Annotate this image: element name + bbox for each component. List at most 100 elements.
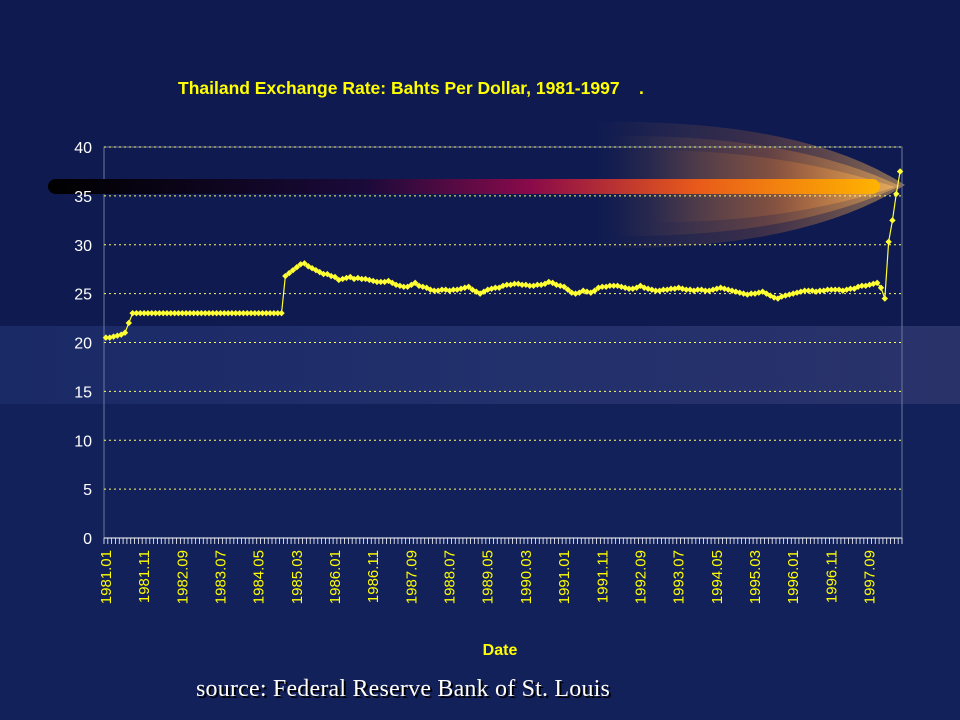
data-point	[228, 309, 236, 317]
data-point	[663, 286, 671, 293]
data-point	[767, 292, 774, 299]
data-point	[102, 334, 110, 341]
data-point	[232, 309, 239, 317]
data-point	[847, 285, 854, 292]
data-point	[755, 289, 763, 296]
y-tick-label: 35	[74, 189, 92, 206]
data-point	[557, 282, 564, 290]
data-point	[713, 285, 721, 292]
data-point	[156, 309, 163, 317]
data-point	[137, 309, 144, 317]
data-point	[621, 284, 629, 291]
data-point	[140, 309, 148, 317]
data-point	[411, 279, 419, 287]
data-point	[270, 309, 278, 317]
data-point	[194, 309, 201, 317]
data-point	[171, 309, 178, 317]
data-point	[431, 287, 438, 294]
data-point	[866, 281, 873, 289]
data-point	[450, 286, 457, 293]
data-point	[205, 309, 213, 317]
data-point	[805, 287, 812, 294]
data-point	[377, 278, 385, 286]
data-point	[179, 309, 186, 317]
data-point	[213, 309, 220, 317]
x-tick-label: 1992.09	[632, 550, 649, 604]
data-point	[614, 282, 621, 290]
data-point	[694, 286, 701, 293]
comet-beam	[48, 179, 880, 194]
x-tick-label: 1985.03	[289, 550, 306, 604]
data-point	[671, 285, 679, 292]
data-point	[144, 309, 152, 317]
data-point	[812, 288, 820, 295]
data-point	[797, 288, 805, 295]
data-point	[167, 309, 175, 317]
data-point	[301, 260, 308, 267]
data-point	[637, 282, 644, 290]
data-point	[438, 286, 446, 293]
data-point	[763, 290, 770, 297]
data-point	[240, 309, 247, 317]
data-point	[606, 282, 614, 290]
x-tick-label: 1995.03	[747, 550, 764, 604]
data-point	[702, 287, 709, 294]
data-point	[358, 275, 365, 283]
data-point	[698, 286, 705, 293]
data-point	[579, 287, 587, 294]
data-point	[587, 289, 595, 296]
data-point	[885, 238, 892, 246]
data-point	[320, 270, 327, 278]
data-point	[881, 295, 889, 302]
data-point	[534, 281, 541, 289]
data-point	[190, 309, 197, 317]
data-point	[599, 283, 606, 290]
data-point	[839, 287, 847, 294]
data-point	[683, 286, 690, 293]
data-point	[182, 309, 190, 317]
data-point	[809, 287, 816, 294]
data-point	[282, 272, 289, 280]
data-point	[515, 280, 522, 288]
data-point	[400, 283, 407, 290]
data-point	[824, 286, 831, 293]
data-point	[331, 273, 339, 281]
data-point	[221, 309, 228, 317]
data-point	[293, 264, 301, 271]
data-point	[740, 290, 747, 297]
data-point	[148, 309, 155, 317]
y-tick-label: 5	[83, 482, 92, 499]
data-point	[503, 281, 511, 289]
x-tick-label: 1986.01	[327, 550, 344, 604]
data-point	[610, 282, 617, 290]
source-note: source: Federal Reserve Bank of St. Loui…	[196, 676, 611, 702]
data-point	[159, 309, 167, 317]
data-point	[507, 281, 514, 289]
data-point	[274, 309, 281, 317]
data-point	[163, 309, 171, 317]
data-point	[705, 287, 713, 294]
y-tick-label: 0	[83, 531, 92, 548]
x-axis-label: Date	[483, 642, 518, 659]
y-tick-label: 40	[74, 140, 92, 157]
data-point	[652, 287, 659, 294]
data-point	[782, 292, 789, 299]
data-point	[893, 190, 900, 198]
data-point	[251, 309, 259, 317]
data-point	[511, 280, 518, 288]
data-point	[201, 309, 209, 317]
data-point	[560, 283, 568, 290]
data-point	[725, 286, 732, 293]
x-tick-label: 1982.09	[174, 550, 191, 604]
background-band-bottom	[0, 404, 960, 720]
x-tick-label: 1991.11	[594, 550, 611, 603]
x-tick-label: 1996.01	[785, 550, 802, 604]
data-point	[873, 279, 881, 287]
data-point	[224, 309, 232, 317]
data-point	[152, 309, 159, 317]
y-axis: 0 5 10 15 20 25 30 35 40	[74, 140, 92, 548]
data-point	[545, 278, 553, 286]
data-point	[686, 286, 694, 293]
y-tick-label: 25	[74, 287, 92, 304]
